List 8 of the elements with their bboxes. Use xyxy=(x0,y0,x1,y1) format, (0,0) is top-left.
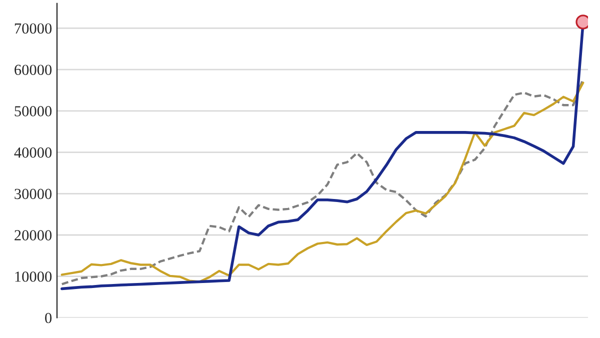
y-tick-label: 50000 xyxy=(14,106,52,116)
y-tick-label: 70000 xyxy=(14,23,52,34)
y-tick-label: 20000 xyxy=(14,230,52,240)
y-tick-label: 0 xyxy=(45,312,52,324)
y-tick-label: 60000 xyxy=(14,64,52,76)
y-tick-label: 30000 xyxy=(14,188,52,200)
y-tick-label: 10000 xyxy=(15,272,52,282)
y-tick-label: 40000 xyxy=(14,147,52,158)
